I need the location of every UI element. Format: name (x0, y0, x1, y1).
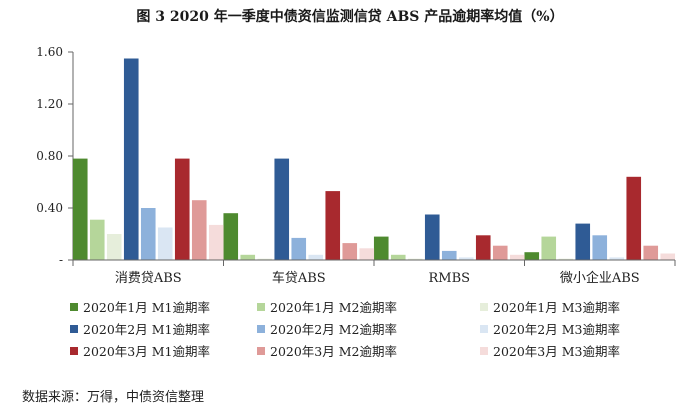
bar-chart: - 0.40 0.80 1.20 1.60 消费贷ABS 车贷ABS RMBS 微小企业ABS… (36, 45, 676, 359)
bar (458, 257, 474, 260)
legend-label: 2020年3月 M1逾期率 (83, 344, 210, 359)
bars (72, 58, 676, 260)
bar (89, 219, 105, 260)
bar (643, 245, 659, 260)
bar (492, 245, 508, 260)
y-tick-label: 0.40 (36, 201, 63, 215)
bar (291, 237, 307, 260)
bar (174, 158, 190, 260)
legend-swatch (257, 325, 265, 333)
bar (123, 58, 139, 260)
bar (660, 253, 676, 260)
legend-label: 2020年2月 M2逾期率 (270, 322, 397, 337)
bar (509, 254, 525, 260)
legend-label: 2020年1月 M1逾期率 (83, 300, 210, 315)
legend-swatch (480, 347, 488, 355)
chart-title: 图 3 2020 年一季度中债资信监测信贷 ABS 产品逾期率均值（%） (136, 9, 564, 25)
legend: 2020年1月 M1逾期率 2020年1月 M2逾期率 2020年1月 M3逾期率 2… (70, 300, 620, 359)
bar (626, 176, 642, 260)
x-category-label: 消费贷ABS (115, 271, 182, 286)
legend-label: 2020年1月 M2逾期率 (270, 300, 397, 315)
x-category-label: 微小企业ABS (560, 270, 640, 286)
legend-label: 2020年3月 M2逾期率 (270, 344, 397, 359)
bar (191, 200, 207, 260)
bar (208, 224, 224, 260)
bar (140, 208, 156, 260)
bar (424, 214, 440, 260)
bar (524, 252, 540, 260)
bar (72, 158, 88, 260)
bar (609, 257, 625, 260)
legend-label: 2020年2月 M1逾期率 (83, 322, 210, 337)
bar (157, 227, 173, 260)
bar (223, 213, 239, 260)
bar (407, 258, 423, 260)
bar (106, 234, 122, 260)
bar (257, 258, 273, 260)
bar (592, 235, 608, 260)
y-tick-label: 1.60 (36, 45, 63, 59)
legend-label: 2020年2月 M3逾期率 (493, 322, 620, 337)
bar (441, 250, 457, 260)
bar (342, 243, 358, 260)
legend-label: 2020年3月 M3逾期率 (493, 344, 620, 359)
legend-label: 2020年1月 M3逾期率 (493, 300, 620, 315)
y-axis: - 0.40 0.80 1.20 1.60 (36, 45, 74, 267)
legend-swatch (480, 325, 488, 333)
bar (308, 254, 324, 260)
source-note: 数据来源：万得，中债资信整理 (22, 390, 205, 405)
bar (373, 236, 389, 260)
x-category-label: RMBS (428, 271, 470, 286)
legend-swatch (257, 347, 265, 355)
y-tick-label: - (59, 253, 63, 267)
bar (541, 236, 557, 260)
bar (274, 158, 290, 260)
legend-swatch (480, 303, 488, 311)
legend-swatch (70, 303, 78, 311)
y-tick-label: 1.20 (36, 97, 63, 111)
legend-swatch (257, 303, 265, 311)
bar (475, 235, 491, 260)
legend-swatch (70, 347, 78, 355)
bar (359, 248, 375, 260)
x-axis: 消费贷ABS 车贷ABS RMBS 微小企业ABS (72, 259, 676, 286)
bar (240, 254, 256, 260)
bar (325, 191, 341, 260)
legend-swatch (70, 325, 78, 333)
x-category-label: 车贷ABS (272, 270, 326, 286)
y-tick-label: 0.80 (36, 149, 63, 163)
bar (390, 254, 406, 260)
bar (575, 223, 591, 260)
bar (558, 258, 574, 260)
